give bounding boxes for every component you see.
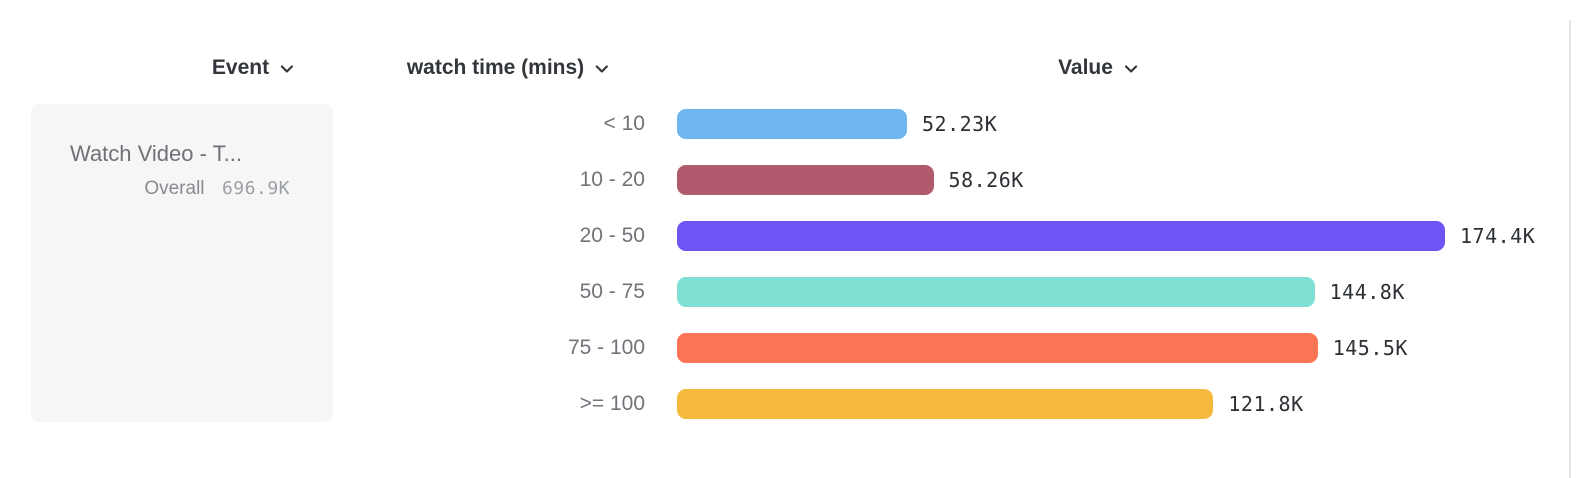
segment-label: < 10: [603, 112, 645, 135]
bar-value-label: 144.8K: [1329, 280, 1405, 304]
chart-row: 20 - 50 174.4K: [520, 221, 1535, 251]
bar-track: 58.26K: [677, 165, 1445, 195]
pane-divider: [1569, 20, 1571, 478]
chart-row: >= 100 121.8K: [520, 389, 1445, 419]
bar-track: 174.4K: [677, 221, 1535, 251]
column-header-value-label: Value: [1058, 56, 1113, 79]
segment-label: 10 - 20: [579, 168, 645, 191]
chevron-down-icon: [1124, 65, 1138, 73]
bar-track: 144.8K: [677, 277, 1445, 307]
overall-value: 696.9K: [221, 178, 290, 199]
bar-value-label: 145.5K: [1332, 336, 1408, 360]
column-header-event-label: Event: [211, 56, 270, 79]
bar-50-75[interactable]: [677, 277, 1315, 307]
bar-100[interactable]: [677, 389, 1214, 419]
event-overall-row: Overall 696.9K: [31, 178, 290, 200]
bar-track: 145.5K: [677, 333, 1445, 363]
column-header-value[interactable]: Value: [1058, 54, 1138, 82]
event-title: Watch Video - T...: [70, 141, 243, 166]
bar-10-20[interactable]: [677, 165, 934, 195]
bar-value-label: 52.23K: [922, 112, 998, 136]
bar-track: 121.8K: [677, 389, 1445, 419]
chevron-down-icon: [280, 65, 294, 73]
column-header-breakdown[interactable]: watch time (mins): [407, 54, 609, 82]
segment-label: 75 - 100: [567, 336, 645, 359]
chart-row: 75 - 100 145.5K: [520, 333, 1445, 363]
bar-10[interactable]: [677, 109, 907, 139]
bar-value-label: 121.8K: [1228, 392, 1304, 416]
column-header-breakdown-label: watch time (mins): [406, 56, 585, 79]
bar-20-50[interactable]: [677, 221, 1445, 251]
chart-row: < 10 52.23K: [520, 109, 1445, 139]
event-card[interactable]: Watch Video - T... Overall 696.9K: [31, 104, 333, 422]
bar-chart: < 10 52.23K 10 - 20 58.26K 20 - 50 174.4…: [520, 109, 1535, 419]
segment-label: >= 100: [579, 392, 645, 415]
chart-row: 50 - 75 144.8K: [520, 277, 1445, 307]
segment-label: 50 - 75: [579, 280, 645, 303]
bar-75-100[interactable]: [677, 333, 1318, 363]
chevron-down-icon: [596, 65, 609, 73]
bar-value-label: 174.4K: [1460, 224, 1536, 248]
overall-label: Overall: [144, 178, 205, 199]
bar-value-label: 58.26K: [948, 168, 1024, 192]
chart-row: 10 - 20 58.26K: [520, 165, 1445, 195]
segment-label: 20 - 50: [579, 224, 645, 247]
bar-track: 52.23K: [677, 109, 1445, 139]
column-header-event[interactable]: Event: [212, 54, 294, 82]
